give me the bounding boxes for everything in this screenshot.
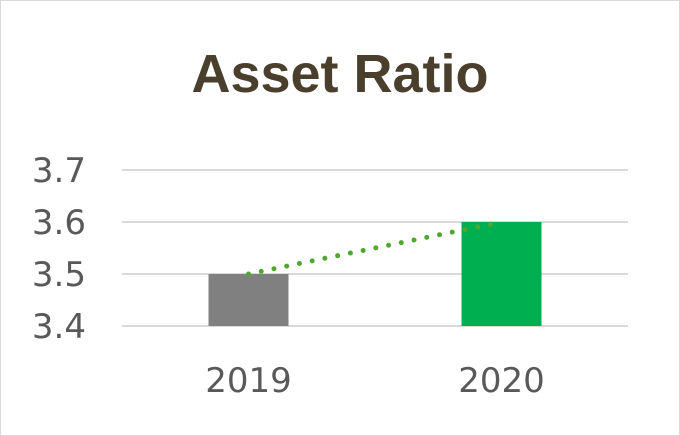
trendline-line <box>246 219 504 277</box>
y-tick-label: 3.4 <box>32 307 86 347</box>
bar-2019 <box>208 274 289 326</box>
x-tick-label: 2019 <box>205 361 292 401</box>
chart-title: Asset Ratio <box>191 44 489 104</box>
gridlines <box>122 169 628 327</box>
bars <box>208 222 542 326</box>
y-tick-label: 3.7 <box>32 151 86 191</box>
bar-2020 <box>461 222 542 326</box>
y-axis-tick-labels: 3.4 3.5 3.6 3.7 <box>32 151 86 347</box>
trendline <box>246 219 504 277</box>
y-tick-label: 3.6 <box>32 203 86 243</box>
x-axis-tick-labels: 2019 2020 <box>205 361 545 401</box>
y-tick-label: 3.5 <box>32 255 86 295</box>
x-tick-label: 2020 <box>458 361 545 401</box>
